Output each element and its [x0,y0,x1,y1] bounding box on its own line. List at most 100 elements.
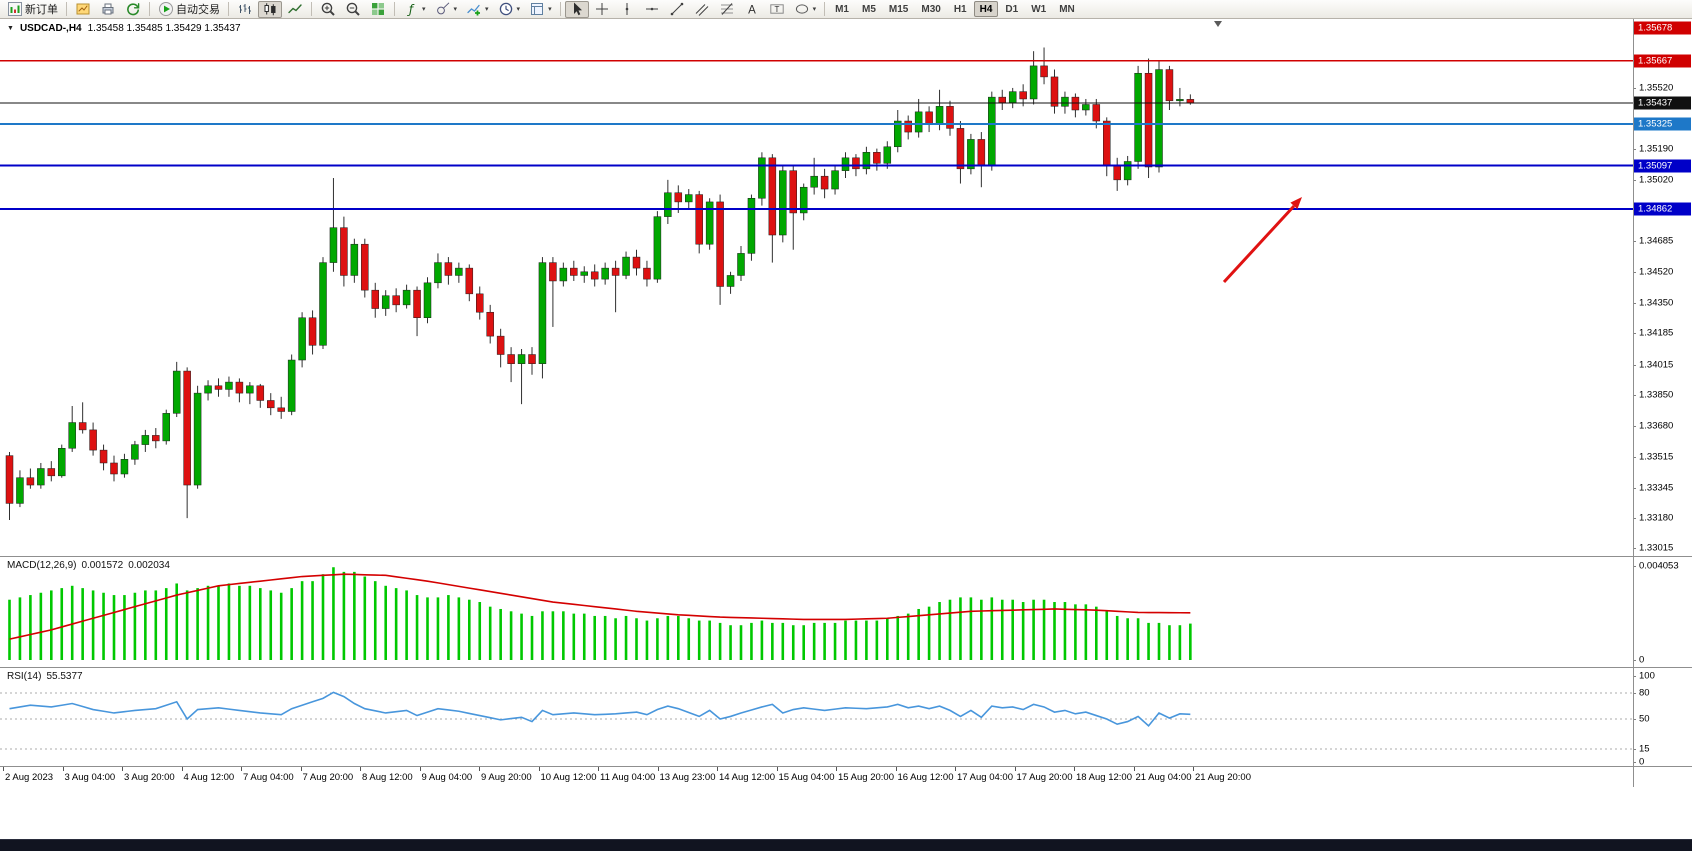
ohlc-values: 1.35458 1.35485 1.35429 1.35437 [87,23,241,34]
macd-axis: 0.004053 0 [1633,557,1692,667]
price-marker-badge: 1.35097 [1634,159,1691,173]
timeframe-M5[interactable]: M5 [862,4,876,15]
tile-windows-button[interactable] [366,1,390,18]
fibonacci-retracement-button[interactable] [715,1,739,18]
templates-icon [529,1,545,17]
timeframe-W1[interactable]: W1 [1031,4,1047,15]
add-indicator-button[interactable]: ▾ [462,1,493,18]
macd-name: MACD(12,26,9) [7,560,77,571]
indicators-icon: ƒ [403,1,419,17]
time-axis-label: 10 Aug 12:00 [540,772,597,783]
price-axis-tick [1633,179,1636,181]
new-order-button[interactable]: 新订单 [3,1,62,18]
time-axis-label: 3 Aug 20:00 [124,772,175,783]
periods-button[interactable]: ▾ [494,1,525,18]
rsi-value: 55.5377 [46,671,83,682]
caret-down-icon: ▾ [485,6,489,13]
price-axis-label: 1.34520 [1639,266,1674,278]
price-marker-badge: 1.34862 [1634,202,1691,216]
cursor-icon [569,1,585,17]
toolbar-separator [228,2,229,16]
crosshair-button[interactable] [590,1,614,18]
new-chart-icon [75,1,91,17]
trendline-button[interactable] [665,1,689,18]
arrows-shapes-button[interactable]: ▾ [790,1,821,18]
bar-chart-mode-icon [237,1,253,17]
price-axis-tick [1633,518,1636,520]
timeframe-H4[interactable]: H4 [973,1,999,17]
caret-down-icon: ▾ [516,6,521,13]
rsi-pane[interactable]: RSI(14) 55.5377 [0,668,1633,766]
new-order-label: 新订单 [25,4,58,16]
price-axis-tick [1633,364,1636,366]
arrow-object[interactable] [1222,197,1302,284]
time-axis-tick [300,767,302,771]
time-axis-label: 17 Aug 04:00 [957,772,1013,783]
price-axis-label: 1.35190 [1639,143,1674,155]
rsi-axis-tick [1633,762,1636,763]
price-axis-tick [1633,487,1636,489]
price-axis-label: 1.33180 [1639,512,1674,524]
macd-axis-label: 0 [1639,654,1645,666]
indicators-button[interactable]: ƒ ▾ [399,1,430,18]
text-button[interactable]: A [740,1,764,18]
time-axis-tick [1074,767,1075,771]
rsi-chart [0,691,1633,750]
time-axis-tick [598,767,599,771]
objects-list-button[interactable]: ▾ [431,1,462,18]
time-axis-label: 16 Aug 12:00 [897,772,954,783]
price-axis[interactable]: 1.35520 1.35190 1.35020 1.34685 1.34520 1.343… [1633,19,1692,556]
pane-separator[interactable] [0,667,1692,668]
timeframe-H1[interactable]: H1 [953,4,967,15]
price-axis-tick [1633,394,1636,396]
timeframe-D1[interactable]: D1 [1005,4,1019,15]
candlestick-mode-button[interactable] [258,0,282,18]
chart-shift-marker[interactable] [1214,21,1222,27]
zoom-out-icon [345,1,361,17]
price-axis-tick [1633,456,1636,458]
horizontal-line-button[interactable] [640,1,664,18]
macd-chart [8,567,1192,660]
candlestick-mode-icon [262,1,278,17]
new-chart-button[interactable] [71,1,95,18]
print-button[interactable] [96,1,120,18]
zoom-out-button[interactable] [341,1,365,18]
rsi-axis-label: 15 [1639,743,1650,755]
timeframe-M1[interactable]: M1 [835,4,849,15]
timeframe-M15[interactable]: M15 [888,4,909,15]
fibonacci-retracement-icon [719,1,735,17]
time-axis-tick [419,767,421,771]
price-axis-label: 1.33345 [1639,482,1674,494]
time-axis-tick [479,767,480,771]
refresh-button[interactable] [121,1,145,18]
bar-chart-mode-button[interactable] [233,1,257,18]
caret-down-icon: ▾ [453,6,458,13]
macd-axis-tick [1633,660,1636,661]
text-label-button[interactable]: T [765,1,789,18]
time-axis-tick [776,767,778,771]
equidistant-channel-button[interactable] [690,1,714,18]
autotrading-button[interactable]: 自动交易 [154,1,224,18]
taskbar[interactable] [0,839,1692,851]
macd-signal-line [9,573,1191,640]
price-pane[interactable]: ▼ USDCAD-,H4 1.35458 1.35485 1.35429 1.3… [0,19,1633,556]
templates-button[interactable]: ▾ [525,1,556,18]
macd-pane[interactable]: MACD(12,26,9) 0.001572 0.002034 [0,557,1633,667]
rsi-line [9,691,1191,728]
chart-menu-arrow-icon[interactable]: ▼ [7,25,14,32]
rsi-axis-tick [1633,719,1636,720]
timeframe-M30[interactable]: M30 [921,4,941,15]
rsi-axis-tick [1633,749,1636,751]
vertical-line-button[interactable] [615,1,639,18]
time-axis-tick [1193,767,1194,771]
line-chart-mode-button[interactable] [283,1,307,18]
time-axis-label: 21 Aug 20:00 [1195,772,1251,783]
rsi-axis-tick [1633,693,1636,695]
cursor-button[interactable] [564,0,589,18]
rsi-axis-tick [1633,676,1636,677]
time-axis-tick [717,767,718,771]
timeframe-MN[interactable]: MN [1059,4,1075,15]
time-axis[interactable]: 2 Aug 2023 3 Aug 04:00 3 Aug 20:00 4 Aug 12… [0,767,1633,788]
zoom-in-button[interactable] [316,1,340,18]
pane-separator[interactable] [0,556,1692,557]
